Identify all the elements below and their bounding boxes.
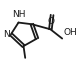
Text: OH: OH bbox=[63, 28, 77, 37]
Text: O: O bbox=[48, 17, 55, 26]
Text: N: N bbox=[3, 30, 10, 39]
Text: NH: NH bbox=[12, 10, 26, 19]
